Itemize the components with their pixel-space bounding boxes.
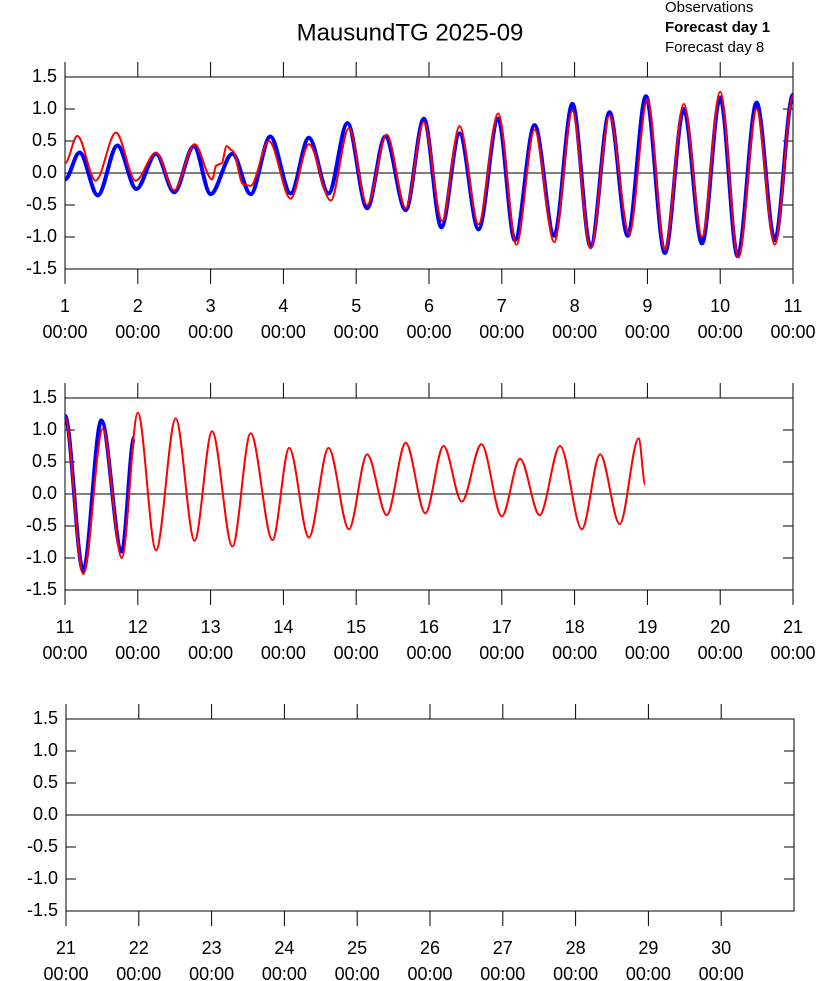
x-tick-label: 28 xyxy=(566,938,586,958)
y-tick-label: 0.5 xyxy=(33,772,58,792)
y-tick-label: -1.0 xyxy=(26,226,57,246)
x-tick-label: 30 xyxy=(711,938,731,958)
x-tick-label: 00:00 xyxy=(335,964,380,981)
x-tick-label: 00:00 xyxy=(116,964,161,981)
y-tick-label: -1.5 xyxy=(26,258,57,278)
y-tick-label: -1.5 xyxy=(26,579,57,599)
x-tick-label: 00:00 xyxy=(406,322,451,342)
x-tick-label: 00:00 xyxy=(770,322,815,342)
y-tick-label: 1.5 xyxy=(32,66,57,86)
x-tick-label: 00:00 xyxy=(698,643,743,663)
x-tick-label: 00:00 xyxy=(334,322,379,342)
y-tick-label: -1.0 xyxy=(27,868,58,888)
x-tick-label: 24 xyxy=(274,938,294,958)
series-line xyxy=(64,411,647,575)
x-tick-label: 7 xyxy=(497,296,507,316)
x-tick-label: 00:00 xyxy=(698,322,743,342)
x-tick-label: 00:00 xyxy=(407,964,452,981)
x-tick-label: 00:00 xyxy=(553,964,598,981)
x-tick-label: 5 xyxy=(351,296,361,316)
y-tick-label: 0.0 xyxy=(32,483,57,503)
x-tick-label: 1 xyxy=(60,296,70,316)
y-tick-label: 1.5 xyxy=(32,387,57,407)
chart-title: MausundTG 2025-09 xyxy=(297,19,524,46)
x-tick-label: 00:00 xyxy=(480,964,525,981)
x-tick-label: 15 xyxy=(346,617,366,637)
x-tick-label: 18 xyxy=(565,617,585,637)
y-tick-label: -0.5 xyxy=(26,194,57,214)
x-tick-label: 21 xyxy=(783,617,803,637)
x-tick-label: 00:00 xyxy=(479,643,524,663)
x-tick-label: 3 xyxy=(206,296,216,316)
x-tick-label: 25 xyxy=(347,938,367,958)
x-tick-label: 00:00 xyxy=(43,964,88,981)
y-tick-label: 1.0 xyxy=(33,740,58,760)
y-tick-label: -1.0 xyxy=(26,547,57,567)
legend-entry: Observations xyxy=(665,0,753,16)
series-line xyxy=(64,90,794,259)
x-tick-label: 8 xyxy=(570,296,580,316)
x-tick-label: 27 xyxy=(493,938,513,958)
x-tick-label: 26 xyxy=(420,938,440,958)
y-tick-label: 0.5 xyxy=(32,451,57,471)
x-tick-label: 29 xyxy=(638,938,658,958)
x-tick-label: 00:00 xyxy=(115,643,160,663)
x-tick-label: 22 xyxy=(129,938,149,958)
legend-entry: Forecast day 1 xyxy=(665,19,770,36)
x-tick-label: 00:00 xyxy=(262,964,307,981)
x-tick-label: 23 xyxy=(202,938,222,958)
x-tick-label: 11 xyxy=(56,617,75,637)
legend-entry: Forecast day 8 xyxy=(665,39,764,56)
x-tick-label: 4 xyxy=(278,296,288,316)
x-tick-label: 20 xyxy=(710,617,730,637)
y-tick-label: -0.5 xyxy=(26,515,57,535)
x-tick-label: 17 xyxy=(492,617,512,637)
x-tick-label: 13 xyxy=(201,617,221,637)
y-tick-label: 0.0 xyxy=(33,804,58,824)
y-tick-label: -1.5 xyxy=(27,900,58,920)
x-tick-label: 00:00 xyxy=(406,643,451,663)
x-tick-label: 16 xyxy=(419,617,439,637)
x-tick-label: 12 xyxy=(128,617,148,637)
x-tick-label: 00:00 xyxy=(770,643,815,663)
x-tick-label: 21 xyxy=(56,938,76,958)
x-tick-label: 00:00 xyxy=(479,322,524,342)
y-tick-label: 0.5 xyxy=(32,130,57,150)
x-tick-label: 00:00 xyxy=(699,964,744,981)
x-tick-label: 10 xyxy=(710,296,730,316)
y-tick-label: 1.0 xyxy=(32,419,57,439)
x-tick-label: 00:00 xyxy=(188,643,233,663)
x-tick-label: 00:00 xyxy=(115,322,160,342)
y-tick-label: 0.0 xyxy=(32,162,57,182)
x-tick-label: 00:00 xyxy=(334,643,379,663)
x-tick-label: 00:00 xyxy=(552,322,597,342)
x-tick-label: 2 xyxy=(133,296,143,316)
y-tick-label: 1.5 xyxy=(33,708,58,728)
x-tick-label: 00:00 xyxy=(625,643,670,663)
x-tick-label: 00:00 xyxy=(42,322,87,342)
y-tick-label: 1.0 xyxy=(32,98,57,118)
x-tick-label: 14 xyxy=(273,617,293,637)
x-tick-label: 00:00 xyxy=(189,964,234,981)
x-tick-label: 00:00 xyxy=(261,643,306,663)
x-tick-label: 6 xyxy=(424,296,434,316)
x-tick-label: 19 xyxy=(637,617,657,637)
x-tick-label: 00:00 xyxy=(261,322,306,342)
x-tick-label: 00:00 xyxy=(188,322,233,342)
x-tick-label: 00:00 xyxy=(42,643,87,663)
y-tick-label: -0.5 xyxy=(27,836,58,856)
x-tick-label: 00:00 xyxy=(626,964,671,981)
x-tick-label: 00:00 xyxy=(552,643,597,663)
x-tick-label: 00:00 xyxy=(625,322,670,342)
x-tick-label: 11 xyxy=(784,296,803,316)
x-tick-label: 9 xyxy=(642,296,652,316)
